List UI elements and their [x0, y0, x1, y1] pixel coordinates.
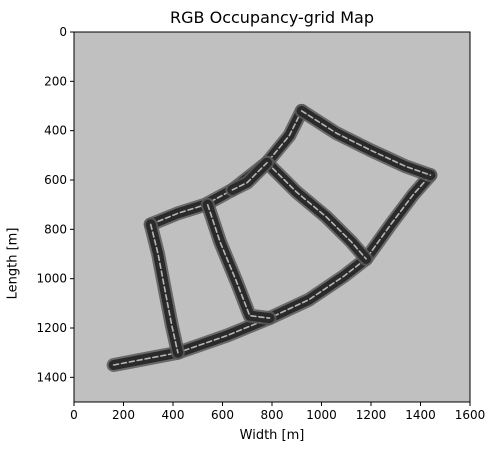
y-tick-label: 0 [59, 25, 67, 39]
x-tick-label: 200 [112, 408, 135, 422]
y-tick-label: 600 [44, 173, 67, 187]
x-tick-label: 1200 [356, 408, 387, 422]
x-axis-label: Width [m] [239, 428, 305, 443]
x-tick-label: 1000 [306, 408, 337, 422]
road-marking-right-spoke [266, 161, 367, 260]
y-axis-label: Length [m] [5, 227, 21, 300]
x-tick-label: 600 [211, 408, 234, 422]
road-marking-top-edge [300, 110, 432, 176]
x-tick-label: 0 [70, 408, 78, 422]
road-marking-upper-link [231, 161, 268, 191]
x-tick-label: 400 [162, 408, 185, 422]
road-marking-outer-arc [112, 174, 432, 366]
x-tick-label: 1400 [405, 408, 436, 422]
occupancy-background [74, 32, 470, 402]
y-tick-label: 200 [44, 74, 67, 88]
y-tick-label: 800 [44, 222, 67, 236]
y-tick-label: 400 [44, 124, 67, 138]
x-tick-label: 800 [261, 408, 284, 422]
y-tick-label: 1400 [36, 370, 67, 384]
y-tick-label: 1000 [36, 272, 67, 286]
road-marking-center-spoke [206, 203, 271, 319]
y-tick-label: 1200 [36, 321, 67, 335]
road-marking-left-spoke [149, 223, 179, 354]
chart-title: RGB Occupancy-grid Map [170, 8, 374, 27]
x-tick-label: 1600 [455, 408, 486, 422]
